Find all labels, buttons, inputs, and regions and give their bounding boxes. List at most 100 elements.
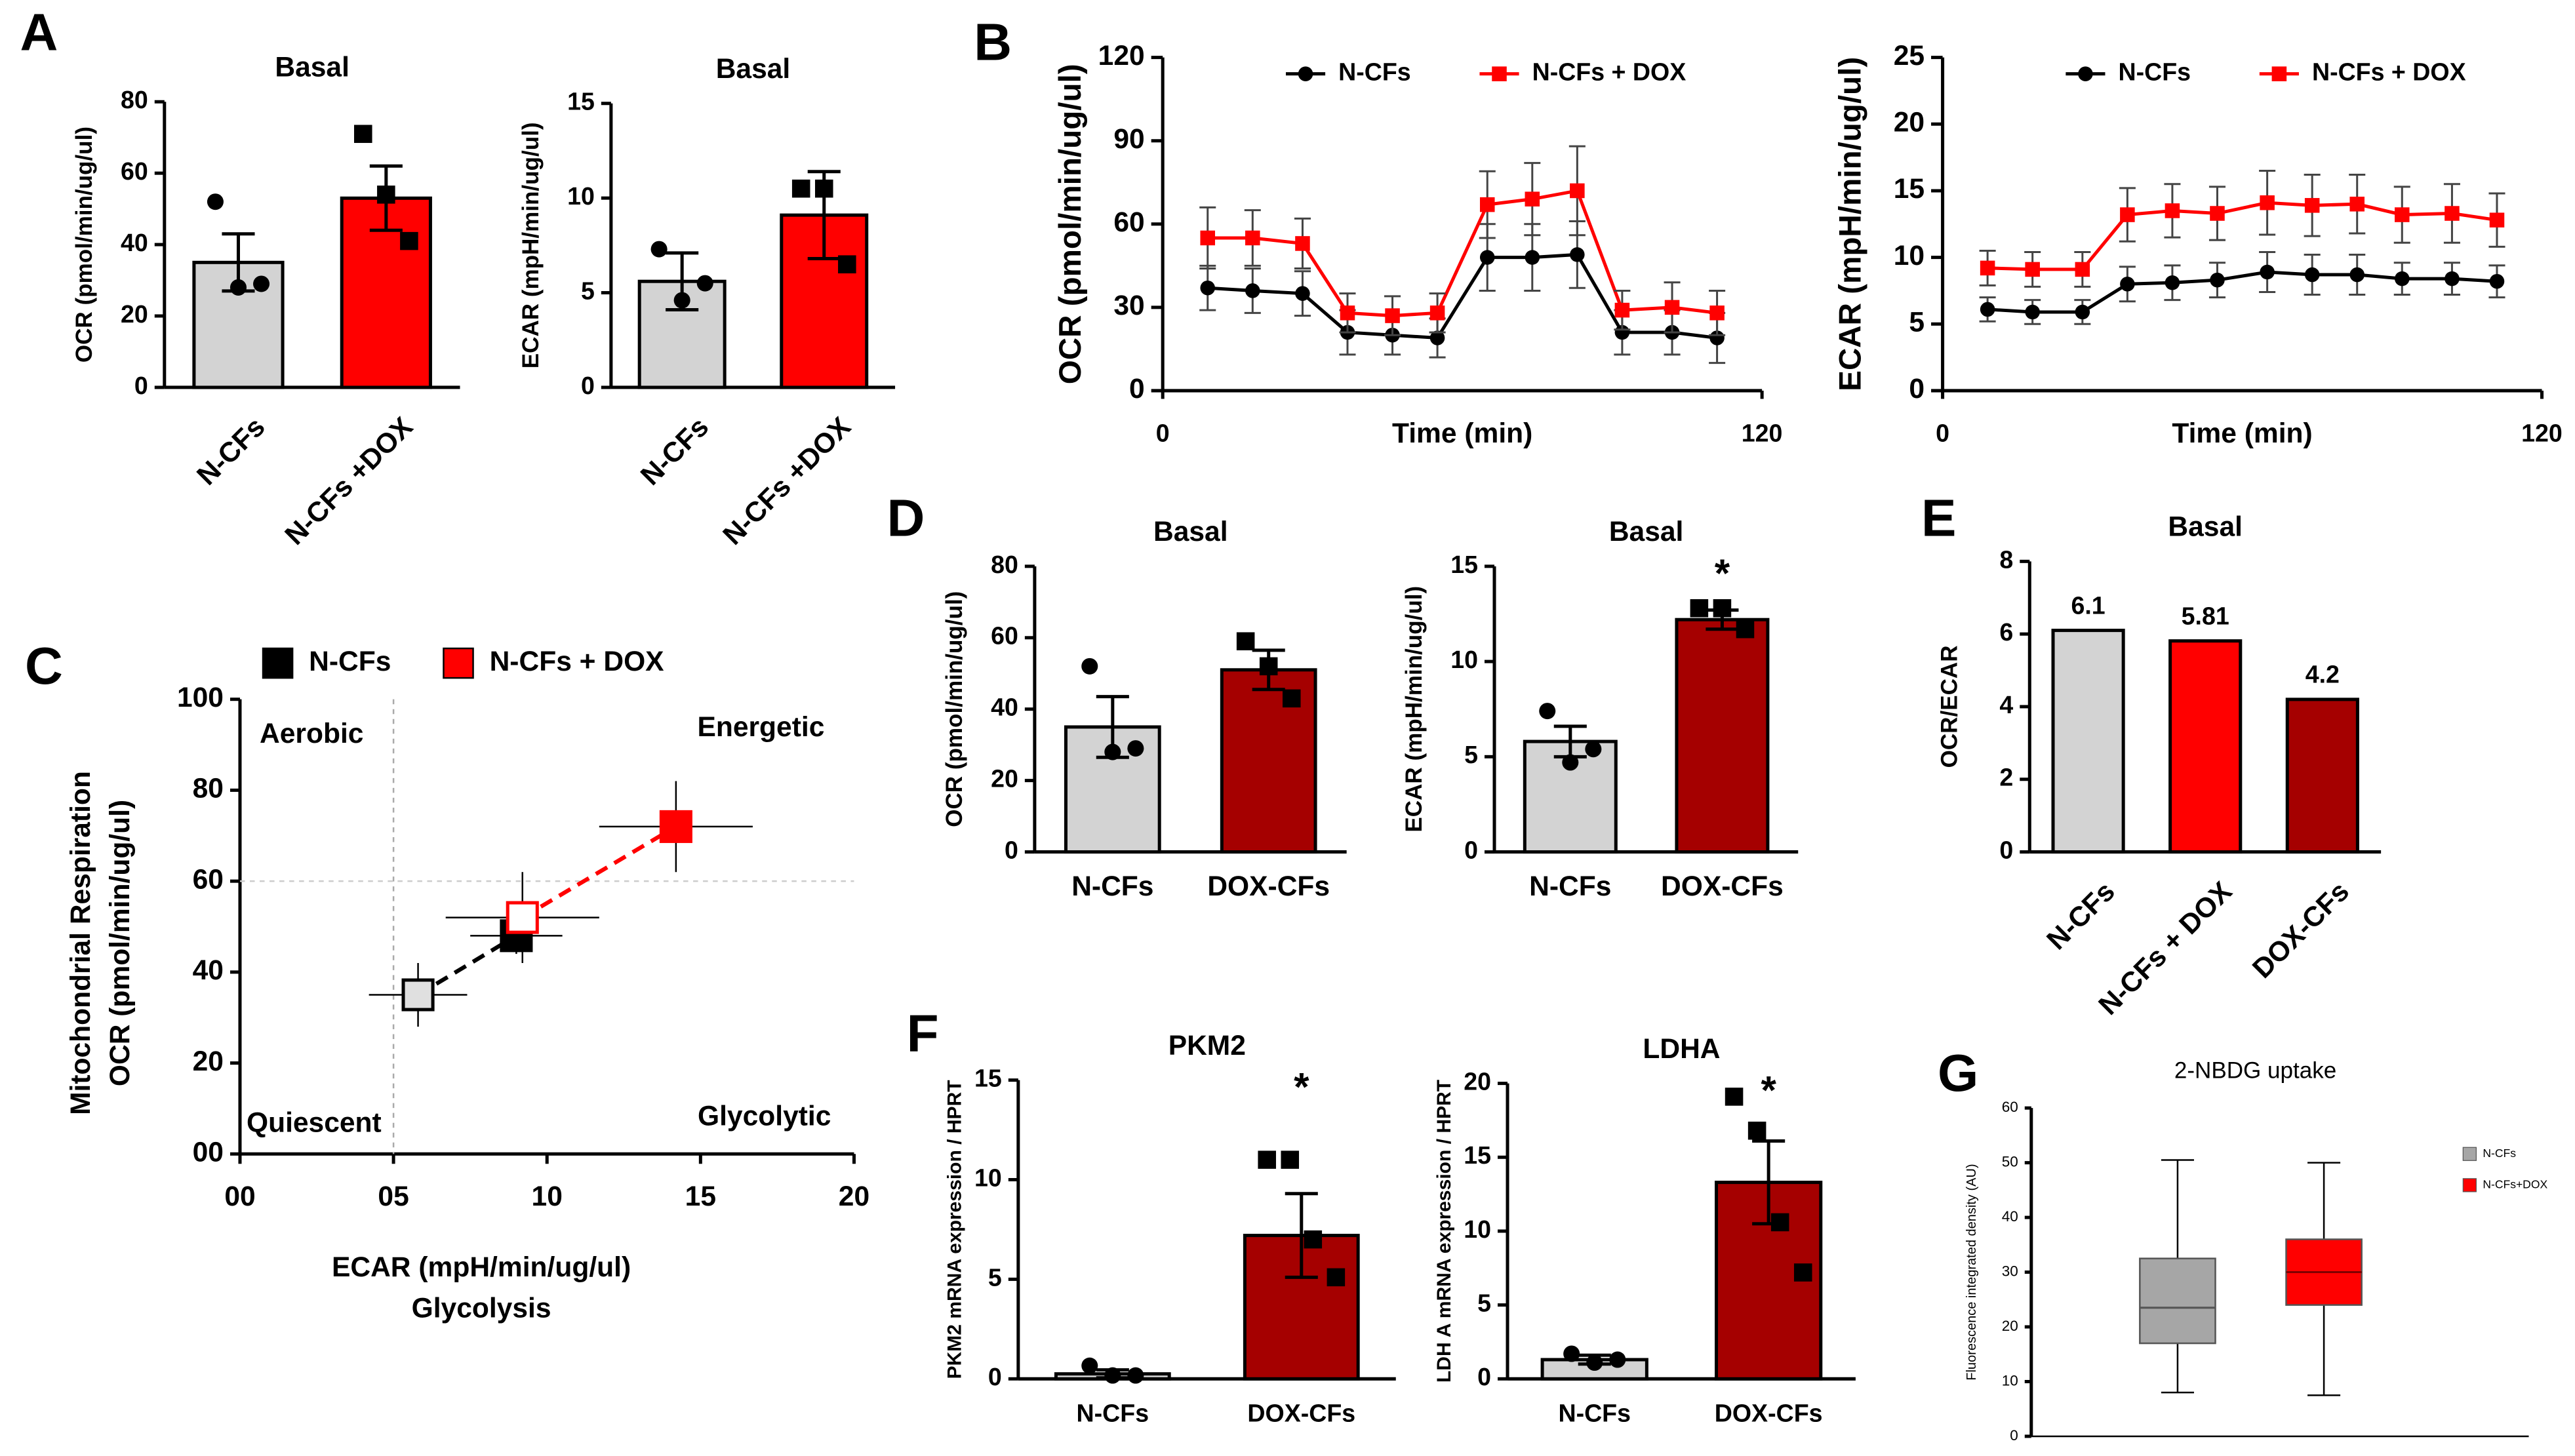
y-tick-label: 00 <box>193 1137 224 1168</box>
data-point <box>1585 741 1602 758</box>
y-tick-label: 20 <box>121 300 148 328</box>
data-point <box>1081 1357 1098 1374</box>
x-tick-label: DOX-CFs <box>1247 1399 1355 1426</box>
marker <box>2165 203 2180 218</box>
y-tick-label: 0 <box>1464 836 1478 863</box>
x-tick-label: 20 <box>839 1181 869 1212</box>
panel-label: F <box>907 1004 939 1063</box>
marker <box>1200 230 1216 246</box>
chart-title: LDHA <box>1643 1033 1720 1065</box>
marker <box>659 810 692 843</box>
y-tick-label: 15 <box>1450 551 1478 578</box>
y-axis-label: OCR (pmol/min/ug/ul) <box>104 800 136 1086</box>
y-axis-label: LDH A mRNA expression / HPRT <box>1433 1079 1455 1383</box>
y-tick-label: 30 <box>2002 1263 2018 1280</box>
marker <box>1570 183 1585 199</box>
y-tick-label: 0 <box>1477 1363 1491 1390</box>
marker <box>2120 207 2135 222</box>
y-tick-label: 0 <box>581 372 595 399</box>
marker <box>1570 247 1585 262</box>
y-tick-label: 20 <box>1464 1068 1491 1095</box>
data-point <box>253 275 270 292</box>
data-point <box>791 179 810 198</box>
marker <box>2260 264 2275 280</box>
y-tick-label: 80 <box>193 773 224 804</box>
marker <box>1385 308 1400 323</box>
x-tick-label: N-CFs <box>191 411 271 492</box>
y-tick-label: 10 <box>1450 646 1478 673</box>
marker <box>2075 262 2090 277</box>
chart-title: PKM2 <box>1168 1030 1246 1061</box>
x-tick-label: N-CFs +DOX <box>717 411 857 551</box>
marker <box>2349 267 2365 283</box>
y-axis-label: OCR (pmol/min/ug/ul) <box>942 591 967 827</box>
y-tick-label: 60 <box>2002 1099 2018 1115</box>
marker <box>2025 262 2040 277</box>
significance: * <box>1715 551 1730 595</box>
series-line <box>1987 270 2498 314</box>
marker <box>1980 260 1995 276</box>
panel-label: C <box>25 636 63 695</box>
y-tick-label: 2 <box>1999 764 2013 791</box>
y-axis-label: ECAR (mpH/min/ug/ul) <box>1401 586 1427 833</box>
y-axis-label: ECAR (mpH/min/ug/ul) <box>518 122 544 368</box>
y-tick-label: 0 <box>1909 373 1925 404</box>
marker <box>1245 283 1260 298</box>
x-tick-label: N-CFs <box>2041 876 2121 956</box>
value-label: 4.2 <box>2306 661 2340 688</box>
chart-title: Basal <box>1153 516 1228 547</box>
y-tick-label: 30 <box>1113 290 1144 321</box>
y-axis-label: OCR (pmol/min/ug/ul) <box>71 127 97 363</box>
y-tick-label: 4 <box>1999 691 2013 718</box>
x-axis-label: Time (min) <box>2172 418 2312 449</box>
y-tick-label: 0 <box>988 1363 1002 1390</box>
data-point <box>1563 1345 1580 1362</box>
marker <box>1429 330 1445 345</box>
y-tick-label: 5 <box>988 1263 1002 1291</box>
x-tick-label: 10 <box>532 1181 563 1212</box>
data-point <box>1770 1213 1789 1232</box>
data-point <box>1236 632 1255 651</box>
legend-label: N-CFs <box>2118 58 2191 86</box>
marker <box>2394 207 2410 222</box>
chart-title: Basal <box>1609 516 1684 547</box>
marker <box>1525 250 1540 265</box>
y-tick-label: 20 <box>2002 1318 2018 1334</box>
data-point <box>1304 1230 1323 1249</box>
quadrant-label: Energetic <box>697 711 824 743</box>
data-point <box>1586 1354 1603 1371</box>
data-point <box>400 231 418 250</box>
data-point <box>650 241 668 258</box>
marker <box>2394 271 2410 286</box>
data-point <box>1127 1367 1144 1384</box>
marker <box>2304 198 2320 213</box>
y-tick-label: 90 <box>1113 123 1144 155</box>
x-tick-label: N-CFs <box>1077 1399 1149 1426</box>
x-tick-label: 120 <box>2521 419 2563 446</box>
marker <box>2025 304 2040 320</box>
y-tick-label: 10 <box>2002 1372 2018 1388</box>
y-tick-label: 40 <box>193 954 224 986</box>
marker <box>2260 195 2275 210</box>
x-tick-label: N-CFs <box>1071 871 1153 902</box>
y-tick-label: 25 <box>1894 40 1925 71</box>
quadrant-label: Glycolytic <box>698 1100 831 1131</box>
quadrant-label: Quiescent <box>247 1107 382 1138</box>
x-tick-label: N-CFs <box>635 411 715 492</box>
marker <box>401 978 435 1012</box>
y-tick-label: 40 <box>121 229 148 256</box>
value-label: 5.81 <box>2182 602 2229 630</box>
marker <box>2349 197 2365 212</box>
marker <box>1479 197 1495 212</box>
y-axis-label: ECAR (mpH/min/ug/ul) <box>1833 57 1867 391</box>
y-tick-label: 5 <box>1909 307 1925 338</box>
data-point <box>1539 703 1556 720</box>
y-tick-label: 5 <box>581 277 595 304</box>
y-tick-label: 0 <box>1005 836 1018 863</box>
bar <box>1220 668 1317 854</box>
legend-marker <box>1298 66 1313 81</box>
data-point <box>1127 740 1144 757</box>
data-point <box>1104 743 1121 760</box>
data-point <box>696 275 713 292</box>
y-tick-label: 0 <box>1129 373 1145 404</box>
